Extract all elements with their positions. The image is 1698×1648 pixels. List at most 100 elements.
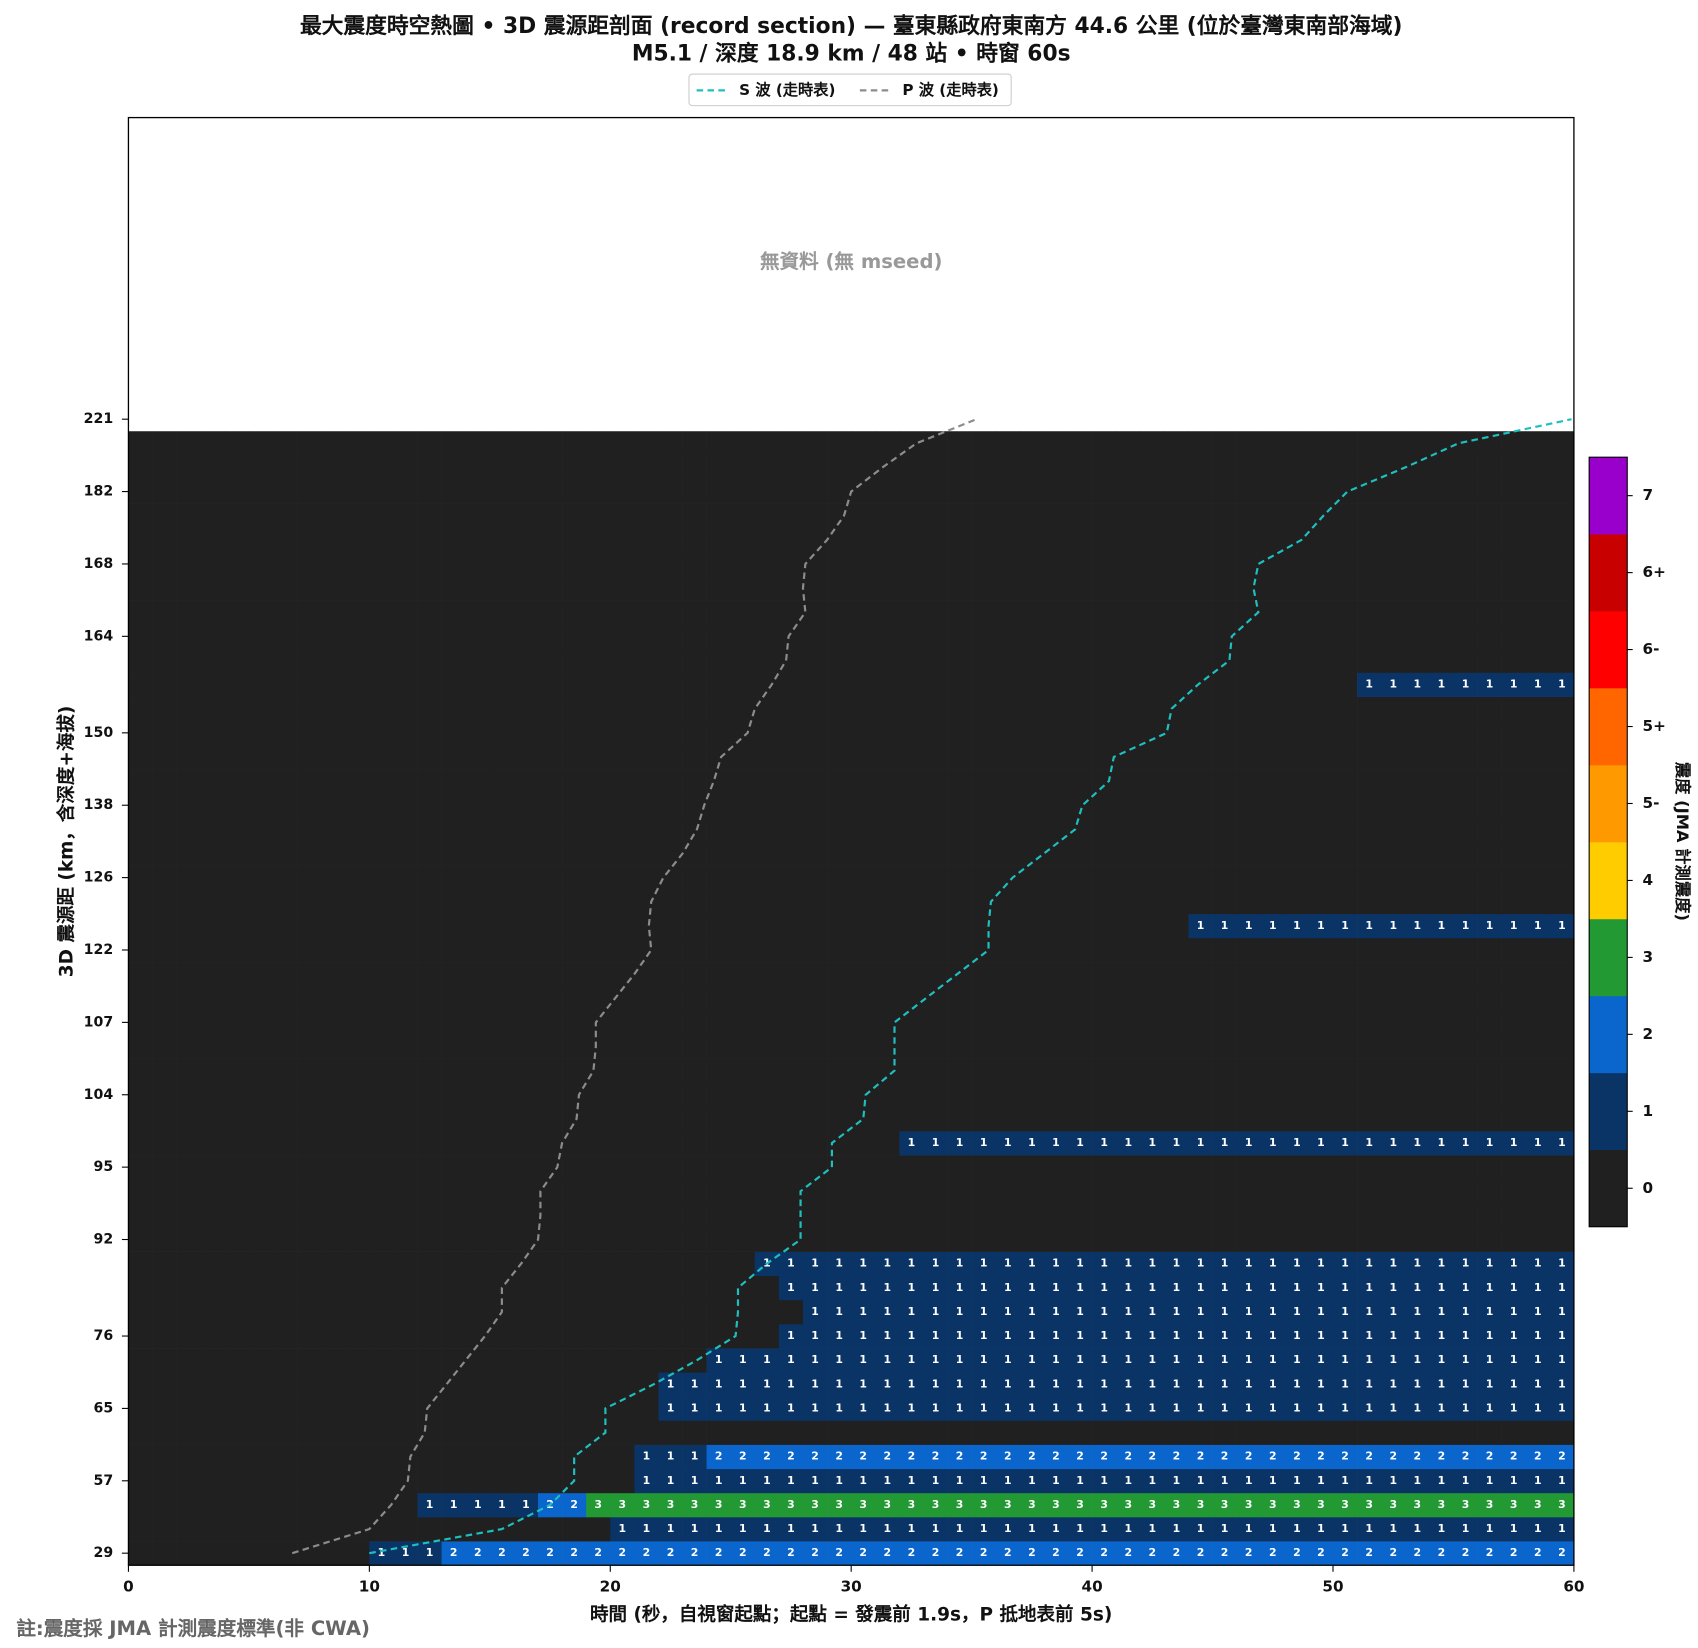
heat-cell [200,1034,226,1059]
heat-cell [176,1130,202,1156]
heat-cell [1357,600,1382,625]
heat-cell [465,1396,491,1421]
heat-cell [802,1179,828,1204]
heat-cell [1067,1444,1093,1470]
heat-cell [369,1034,394,1059]
heat-cell [1453,913,1478,939]
heat-cell [272,962,298,987]
heat-cell [706,576,732,601]
heat-cell [1092,769,1117,794]
heat-cell [1357,1492,1382,1518]
heat-cell [1381,1034,1406,1059]
heat-cell [224,1010,250,1035]
heat-cell [947,1516,972,1542]
heat-cell [1260,1372,1286,1397]
heat-cell [1525,744,1551,770]
heat-cell [1212,1323,1237,1349]
cell-label: 3 [1341,1498,1349,1511]
heat-cell [1429,696,1454,722]
cell-label: 3 [980,1498,988,1511]
heat-cell [1260,769,1286,794]
heat-cell [1140,1299,1165,1325]
heat-cell [1043,551,1069,577]
heat-cell [513,576,539,601]
heat-cell [465,479,491,504]
heat-cell [1501,1541,1527,1566]
heat-cell [586,1492,611,1518]
heat-cell [200,624,226,649]
cell-label: 1 [1414,1281,1422,1294]
heat-cell [899,1010,924,1035]
heat-cell [1116,1348,1141,1373]
heat-cell [562,600,587,625]
heat-cell [778,1179,804,1204]
heat-cell [1188,1372,1213,1397]
heat-cell [778,1058,804,1084]
heat-cell [297,937,322,963]
heat-cell [1501,1010,1527,1035]
heat-cell [1140,1130,1165,1156]
heat-cell [851,1130,876,1156]
cell-label: 3 [908,1498,916,1511]
cell-label: 1 [1221,1353,1229,1366]
heat-cell [1333,503,1358,529]
heat-cell [1453,769,1478,794]
heat-cell [1092,1348,1117,1373]
heat-cell [827,600,852,625]
heat-cell [1501,1396,1527,1421]
heat-cell [1333,1323,1358,1349]
heat-cell [441,648,467,673]
cell-label: 2 [522,1546,530,1559]
heat-cell [1333,1155,1358,1180]
heat-cell [369,431,394,456]
cell-label: 1 [1462,1329,1470,1342]
heat-cell [875,1251,900,1277]
heat-cell [489,1179,515,1204]
heat-cell [1140,1251,1165,1277]
heat-cell [1260,1179,1286,1204]
heat-cell [1381,1010,1406,1035]
heat-cell [586,913,611,939]
heat-cell [1212,1396,1237,1421]
heat-cell [1092,865,1117,890]
heat-cell [995,769,1021,794]
heat-cell [1116,769,1141,794]
y-axis-label: 3D 震源距 (km，含深度+海拔) [55,706,77,978]
heat-cell [947,1251,972,1277]
heat-cell [658,1541,683,1566]
heat-cell [441,1179,467,1204]
heat-cell [851,1516,876,1542]
heat-cell [393,527,418,553]
heat-cell [754,1106,780,1132]
heat-cell [1043,1372,1069,1397]
heat-cell [128,720,153,746]
heat-cell [658,1203,683,1228]
colorbar-swatch [1589,765,1628,843]
heat-cell [1501,720,1527,746]
heat-cell [851,1082,876,1108]
heat-cell [682,937,707,963]
heat-cell [537,1444,563,1470]
heat-cell [272,551,298,577]
heat-cell [465,1420,491,1445]
heat-cell [1405,1541,1430,1566]
heat-cell [634,1155,659,1180]
heat-cell [851,720,876,746]
heat-cell [802,817,828,842]
heat-cell [1405,1082,1430,1108]
heat-cell [1429,1227,1454,1252]
cell-label: 2 [1414,1546,1422,1559]
heat-cell [706,551,732,577]
heat-cell [1043,576,1069,601]
heat-cell [152,551,177,577]
heat-cell [513,1323,539,1349]
heat-cell [851,1010,876,1035]
heat-cell [1308,1251,1334,1277]
heat-cell [537,817,563,842]
heat-cell [1381,962,1406,987]
cell-label: 3 [1173,1498,1181,1511]
heat-cell [802,1348,828,1373]
heat-cell [658,937,683,963]
heat-cell [1333,1541,1358,1566]
heat-cell [537,1541,563,1566]
